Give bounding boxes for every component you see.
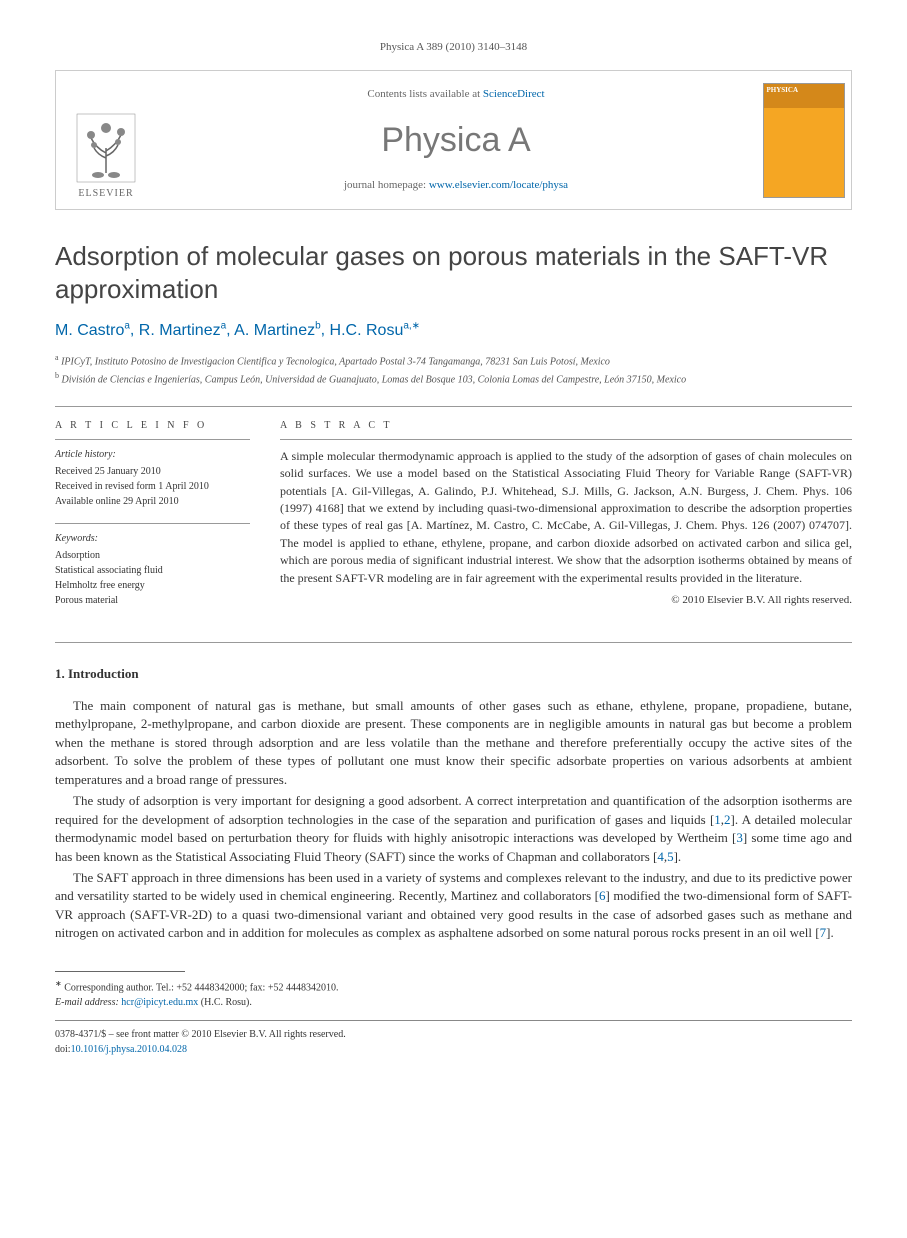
email-label: E-mail address: xyxy=(55,997,119,1008)
doi-line: doi:10.1016/j.physa.2010.04.028 xyxy=(55,1042,852,1057)
homepage-prefix: journal homepage: xyxy=(344,179,429,191)
ref-link[interactable]: 3 xyxy=(736,830,743,845)
divider xyxy=(55,1020,852,1021)
email-suffix: (H.C. Rosu). xyxy=(201,997,252,1008)
abstract-section-label: A B S T R A C T xyxy=(280,419,852,440)
keywords-label: Keywords: xyxy=(55,532,250,546)
publisher-logo-cell: ELSEVIER xyxy=(56,71,156,209)
footnote-block: ∗ Corresponding author. Tel.: +52 444834… xyxy=(55,978,852,1010)
info-abstract-row: A R T I C L E I N F O Article history: R… xyxy=(55,419,852,622)
history-label: Article history: xyxy=(55,448,250,462)
affiliation: a IPICyT, Instituto Potosino de Investig… xyxy=(55,352,852,370)
keyword: Helmholtz free energy xyxy=(55,578,250,593)
ref-link[interactable]: 5 xyxy=(667,849,674,864)
abstract-copyright: © 2010 Elsevier B.V. All rights reserved… xyxy=(280,593,852,608)
history-block: Article history: Received 25 January 201… xyxy=(55,448,250,509)
author: R. Martineza xyxy=(139,322,226,339)
sciencedirect-link[interactable]: ScienceDirect xyxy=(483,88,545,100)
ref-link[interactable]: 1 xyxy=(714,812,721,827)
section-number: 1. xyxy=(55,666,65,681)
divider xyxy=(55,523,250,524)
keywords-block: Keywords: Adsorption Statistical associa… xyxy=(55,532,250,608)
body-paragraph: The study of adsorption is very importan… xyxy=(55,792,852,866)
cover-title: PHYSICA xyxy=(764,84,844,108)
abstract-column: A B S T R A C T A simple molecular therm… xyxy=(280,419,852,622)
author: A. Martinezb xyxy=(234,322,320,339)
keyword: Adsorption xyxy=(55,548,250,563)
footnote-divider xyxy=(55,971,185,972)
ref-link[interactable]: 2 xyxy=(724,812,731,827)
journal-name: Physica A xyxy=(381,117,530,165)
corresponding-author-line: ∗ Corresponding author. Tel.: +52 444834… xyxy=(55,978,852,995)
revised-line: Received in revised form 1 April 2010 xyxy=(55,479,250,494)
online-line: Available online 29 April 2010 xyxy=(55,494,250,509)
footer-block: 0378-4371/$ – see front matter © 2010 El… xyxy=(55,1027,852,1057)
header-center: Contents lists available at ScienceDirec… xyxy=(156,71,756,209)
divider xyxy=(55,406,852,407)
body-paragraph: The main component of natural gas is met… xyxy=(55,697,852,789)
abstract-text: A simple molecular thermodynamic approac… xyxy=(280,448,852,587)
section-heading: 1. Introduction xyxy=(55,665,852,683)
journal-header-box: ELSEVIER Contents lists available at Sci… xyxy=(55,70,852,210)
homepage-link[interactable]: www.elsevier.com/locate/physa xyxy=(429,179,568,191)
homepage-line: journal homepage: www.elsevier.com/locat… xyxy=(344,178,568,193)
email-link[interactable]: hcr@ipicyt.edu.mx xyxy=(121,997,198,1008)
info-section-label: A R T I C L E I N F O xyxy=(55,419,250,440)
cover-cell: PHYSICA xyxy=(756,71,851,209)
page-container: Physica A 389 (2010) 3140–3148 ELSEVIER … xyxy=(0,0,907,1087)
ref-link[interactable]: 4 xyxy=(657,849,664,864)
article-title: Adsorption of molecular gases on porous … xyxy=(55,240,852,305)
email-line: E-mail address: hcr@ipicyt.edu.mx (H.C. … xyxy=(55,995,852,1010)
contents-line: Contents lists available at ScienceDirec… xyxy=(367,87,544,102)
doi-link[interactable]: 10.1016/j.physa.2010.04.028 xyxy=(71,1044,187,1055)
article-info-column: A R T I C L E I N F O Article history: R… xyxy=(55,419,250,622)
section-title: Introduction xyxy=(68,666,139,681)
authors-line: M. Castroa, R. Martineza, A. Martinezb, … xyxy=(55,319,852,342)
running-header: Physica A 389 (2010) 3140–3148 xyxy=(55,40,852,55)
issn-copyright-line: 0378-4371/$ – see front matter © 2010 El… xyxy=(55,1027,852,1042)
ref-link[interactable]: 7 xyxy=(820,925,827,940)
keyword: Statistical associating fluid xyxy=(55,563,250,578)
ref-link[interactable]: 6 xyxy=(599,888,606,903)
affiliations-block: a IPICyT, Instituto Potosino de Investig… xyxy=(55,352,852,388)
contents-prefix: Contents lists available at xyxy=(367,88,482,100)
keyword: Porous material xyxy=(55,593,250,608)
body-paragraph: The SAFT approach in three dimensions ha… xyxy=(55,869,852,943)
divider xyxy=(55,642,852,643)
journal-cover-thumb: PHYSICA xyxy=(763,83,845,198)
publisher-label: ELSEVIER xyxy=(78,187,133,201)
received-line: Received 25 January 2010 xyxy=(55,464,250,479)
author: M. Castroa xyxy=(55,322,130,339)
author: H.C. Rosua,∗ xyxy=(330,322,421,339)
affiliation: b División de Ciencias e Ingenierías, Ca… xyxy=(55,370,852,388)
elsevier-tree-icon xyxy=(76,113,136,183)
